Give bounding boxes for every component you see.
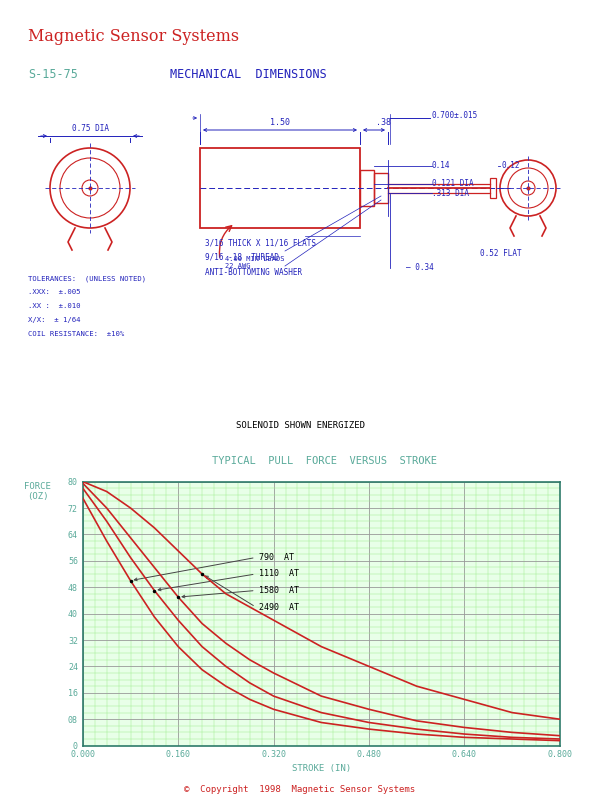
Text: 790  AT: 790 AT <box>259 553 293 562</box>
Text: 0.12: 0.12 <box>501 162 520 170</box>
Text: .313 DIA: .313 DIA <box>432 189 469 198</box>
X-axis label: STROKE (IN): STROKE (IN) <box>292 764 351 773</box>
Text: Magnetic Sensor Systems: Magnetic Sensor Systems <box>28 28 239 45</box>
Text: 1.50: 1.50 <box>270 118 290 127</box>
Text: .38: .38 <box>376 118 391 127</box>
Bar <box>360 170 374 206</box>
Text: 0.75 DIA: 0.75 DIA <box>71 124 109 133</box>
Text: 0.700±.015: 0.700±.015 <box>432 111 478 121</box>
Text: COIL RESISTANCE:  ±10%: COIL RESISTANCE: ±10% <box>28 331 124 337</box>
Text: 1110  AT: 1110 AT <box>259 570 299 578</box>
Text: ANTI-BOTTOMING WASHER: ANTI-BOTTOMING WASHER <box>205 268 302 277</box>
Text: 9/16 -18  THREAD: 9/16 -18 THREAD <box>205 253 279 262</box>
Text: — 0.34: — 0.34 <box>406 263 434 273</box>
Text: .XXX:  ±.005: .XXX: ±.005 <box>28 289 80 295</box>
Bar <box>374 173 388 203</box>
Text: 3/16 THICK X 11/16 FLATS: 3/16 THICK X 11/16 FLATS <box>205 238 316 247</box>
Text: X/X:  ± 1/64: X/X: ± 1/64 <box>28 317 80 323</box>
Text: 0.52 FLAT: 0.52 FLAT <box>480 249 521 258</box>
Text: 2490  AT: 2490 AT <box>259 602 299 611</box>
Text: 0.14: 0.14 <box>432 162 451 170</box>
Text: SOLENOID SHOWN ENERGIZED: SOLENOID SHOWN ENERGIZED <box>235 421 365 430</box>
Text: S-15-75: S-15-75 <box>28 68 78 81</box>
Text: MECHANICAL  DIMENSIONS: MECHANICAL DIMENSIONS <box>170 68 327 81</box>
Text: TOLERANCES:  (UNLESS NOTED): TOLERANCES: (UNLESS NOTED) <box>28 275 146 282</box>
Text: 1580  AT: 1580 AT <box>259 586 299 595</box>
Bar <box>200 148 360 228</box>
Text: TYPICAL  PULL  FORCE  VERSUS  STROKE: TYPICAL PULL FORCE VERSUS STROKE <box>212 456 437 466</box>
Text: 0.121 DIA: 0.121 DIA <box>432 179 473 189</box>
Y-axis label: FORCE
(OZ): FORCE (OZ) <box>24 482 51 501</box>
Text: ©  Copyright  1998  Magnetic Sensor Systems: © Copyright 1998 Magnetic Sensor Systems <box>184 785 416 794</box>
Bar <box>490 178 496 198</box>
Text: 4.00 MIN LEADS
22 AWG: 4.00 MIN LEADS 22 AWG <box>225 256 284 269</box>
Text: .XX :  ±.010: .XX : ±.010 <box>28 303 80 309</box>
